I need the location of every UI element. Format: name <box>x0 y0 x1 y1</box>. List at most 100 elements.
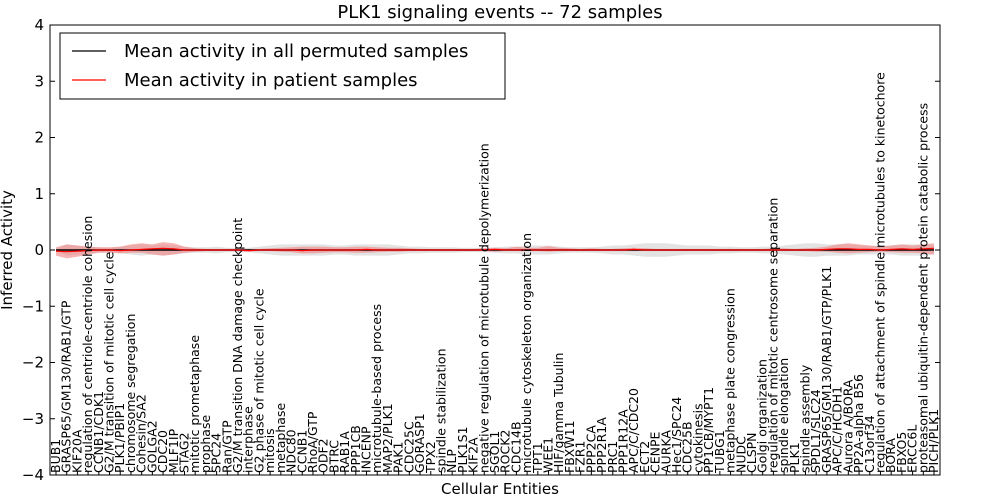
x-tick-labels: BUB1GRASP65/GM130/RAB1/GTPKIF20Aregulati… <box>48 72 941 475</box>
x-tick-label: SPDL1/SLC24 <box>808 389 823 473</box>
x-tick-label: Ran/GTP <box>219 420 234 473</box>
x-tick-label: BTRC <box>326 440 341 473</box>
x-tick-label: regulation of mitotic centrosome separat… <box>765 198 780 473</box>
x-tick-label: interphase <box>241 406 256 473</box>
x-tick-label: AURKA <box>658 430 673 473</box>
y-tick-label: −3 <box>22 410 44 428</box>
x-tick-label: CDC14B <box>508 421 523 473</box>
legend-label-patient: Mean activity in patient samples <box>124 70 418 91</box>
y-tick-label: 1 <box>34 185 44 203</box>
x-tick-label: Aurora A/BORA <box>840 379 855 473</box>
x-tick-label: negative regulation of microtubule depol… <box>476 143 491 473</box>
y-tick-label: 4 <box>34 16 44 34</box>
x-tick-label: PPP2R1A <box>594 417 609 473</box>
x-tick-label: Cohesin/SA2 <box>134 394 149 473</box>
x-tick-label: G2/M transition of mitotic cell cycle <box>102 251 117 473</box>
x-tick-label: regulation of centriole-centriole cohesi… <box>80 216 95 473</box>
x-tick-label: NUDC <box>733 436 748 473</box>
y-tick-label: 0 <box>34 241 44 259</box>
x-tick-label: TUBG1 <box>712 430 727 474</box>
x-tick-label: PICH/PLK1 <box>926 409 941 473</box>
x-tick-label: spindle stabilization <box>434 348 449 473</box>
x-tick-label: CENPE <box>648 431 663 473</box>
x-tick-label: prophase <box>198 415 213 473</box>
x-tick-label: GORASP1 <box>412 413 427 473</box>
x-tick-label: CDC20 <box>155 430 170 473</box>
plot-frame <box>49 24 941 476</box>
x-tick-label: metaphase plate congression <box>723 288 738 473</box>
x-tick-label: spindle elongation <box>776 358 791 473</box>
x-tick-label: C13orf34 <box>862 415 877 473</box>
y-tick-label: 2 <box>34 129 44 147</box>
x-tick-label: KIF2A <box>466 437 481 473</box>
x-axis-label: Cellular Entities <box>441 480 559 498</box>
x-tick-label: Golgi organization <box>755 359 770 473</box>
x-tick-label: PP1CB/MYPT1 <box>701 387 716 473</box>
chart-title: PLK1 signaling events -- 72 samples <box>337 2 662 23</box>
x-tick-label: CDC25C <box>401 421 416 473</box>
x-tick-label: metaphase <box>273 403 288 473</box>
x-tick-label: STAG2 <box>177 432 192 473</box>
x-tick-label: chromosome segregation <box>123 314 138 473</box>
x-tick-label: TPX2 <box>423 441 438 474</box>
line-layer <box>55 247 935 253</box>
x-tick-label: TPT1 <box>530 442 545 474</box>
x-tick-label: ERCC6L <box>905 425 920 473</box>
y-tick-label: 3 <box>34 72 44 90</box>
x-tick-label: mitosis <box>262 428 277 473</box>
x-tick-label: CDC25B <box>680 421 695 473</box>
x-tick-label: microtubule-based process <box>369 304 384 473</box>
x-tick-label: GOLGA2 <box>144 420 159 473</box>
x-tick-label: CCNB1 <box>294 430 309 473</box>
x-tick-label: FZR1 <box>573 441 588 473</box>
legend-box <box>59 32 506 100</box>
x-tick-label: regulation of attachment of spindle micr… <box>873 72 888 473</box>
x-tick-label: G2 phase of mitotic cell cycle <box>251 288 266 473</box>
x-tick-label: APC/C/HCDH1 <box>830 386 845 473</box>
x-tick-label: MAP2/PLK1 <box>380 403 395 473</box>
x-tick-label: G2/M transition DNA damage checkpoint <box>230 218 245 473</box>
y-tick-label: −2 <box>22 354 44 372</box>
series-1-line <box>55 247 935 253</box>
x-tick-label: Hec1/SPC24 <box>669 397 684 473</box>
x-tick-label: PRC1 <box>605 441 620 473</box>
x-tick-label: ECT2 <box>637 441 652 473</box>
x-tick-label: mitotic prometaphase <box>187 335 202 473</box>
x-tick-label: WEE1 <box>541 437 556 473</box>
x-tick-label: PP2A-alpha B56 <box>851 374 866 473</box>
x-tick-label: ROCK2 <box>498 430 513 473</box>
x-tick-label: cytokinesis <box>690 403 705 473</box>
x-tick-label: CCNB1/CDK1 <box>91 391 106 473</box>
x-tick-label: MLF1IP <box>166 428 181 473</box>
y-axis-label: Inferred Activity <box>0 190 16 310</box>
x-tick-label: FBXO5 <box>894 432 909 473</box>
x-tick-label: microtubule cytoskeleton organization <box>519 233 534 473</box>
x-tick-label: RAB1A <box>337 431 352 473</box>
x-tick-label: KIF20A <box>69 429 84 473</box>
x-tick-label: GRASP65/GM130/RAB1/GTP/PLK1 <box>819 266 834 473</box>
legend: Mean activity in all permuted samples Me… <box>59 32 506 100</box>
x-tick-label: spindle assembly <box>798 364 813 473</box>
y-tick-label: −4 <box>22 466 44 484</box>
x-tick-label: CLSPN <box>744 432 759 473</box>
x-tick-label: RhoA/GTP <box>305 411 320 473</box>
x-tick-label: BORA <box>883 438 898 473</box>
x-tick-label: PPP1CB <box>348 425 363 473</box>
legend-label-permuted: Mean activity in all permuted samples <box>124 41 468 62</box>
x-tick-label: PPP2CA <box>583 425 598 473</box>
x-tick-label: PLK1S1 <box>455 426 470 473</box>
x-tick-label: SPC24 <box>209 433 224 473</box>
x-tick-label: PAK1 <box>391 442 406 473</box>
y-ticks: −4 −3 −2 −1 0 1 2 3 4 <box>22 16 940 484</box>
x-tick-label: BUB1 <box>48 439 63 473</box>
x-tick-label: INCENP <box>359 426 374 473</box>
x-tick-label: NLP <box>444 449 459 473</box>
x-tick-label: NDC80 <box>284 429 299 473</box>
x-tick-label: HIF/gamma Tubulin <box>551 353 566 473</box>
y-tick-label: −1 <box>22 297 44 315</box>
x-tick-label: PLK1/PBIP1 <box>112 403 127 473</box>
x-tick-label: proteasomal ubiquitin-dependent protein … <box>915 103 930 473</box>
x-tick-label: SGOL1 <box>487 431 502 473</box>
x-tick-label: PPP1R12A <box>616 409 631 473</box>
